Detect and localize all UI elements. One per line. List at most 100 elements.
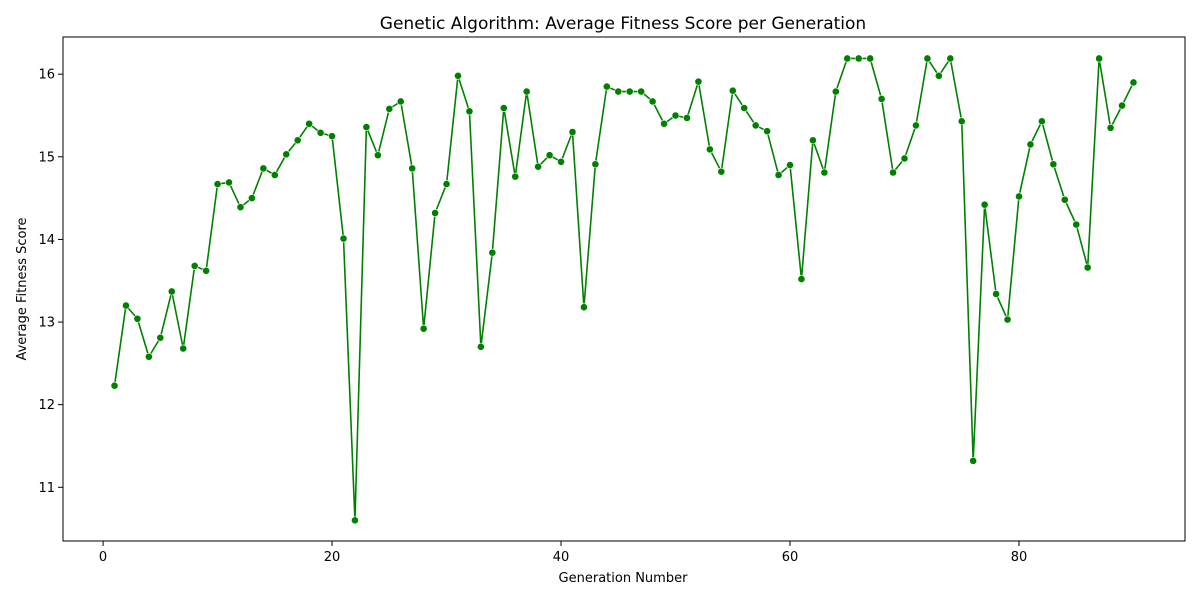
data-point	[190, 261, 199, 270]
data-point	[866, 54, 875, 63]
data-point	[900, 154, 909, 163]
data-point	[797, 275, 806, 283]
data-point	[1037, 117, 1046, 126]
data-point	[774, 171, 783, 179]
plot-frame	[62, 36, 1186, 542]
data-point	[431, 209, 439, 217]
data-point	[877, 95, 886, 103]
x-tick-label: 40	[553, 550, 570, 565]
data-point	[133, 314, 142, 323]
data-point	[580, 303, 588, 312]
data-point	[923, 54, 932, 63]
data-point	[545, 151, 554, 160]
data-point	[912, 121, 920, 130]
data-point	[625, 87, 634, 96]
data-point	[179, 344, 188, 353]
y-tick-label: 12	[38, 398, 55, 413]
data-point	[236, 203, 245, 212]
data-point	[671, 111, 680, 120]
x-tick-label: 80	[1011, 550, 1028, 565]
data-point	[122, 301, 130, 310]
series-line	[113, 57, 1135, 522]
data-point	[499, 104, 508, 112]
data-point	[282, 150, 291, 159]
data-point	[316, 128, 325, 137]
data-point	[259, 164, 268, 173]
data-point	[1003, 315, 1012, 324]
data-point	[305, 119, 314, 128]
data-point	[156, 333, 165, 342]
data-point	[786, 161, 794, 169]
y-tick-label: 14	[38, 233, 55, 248]
data-point	[763, 127, 772, 136]
data-point	[568, 128, 577, 136]
data-point	[1106, 123, 1115, 132]
data-point	[213, 180, 222, 188]
x-axis-label: Generation Number	[559, 571, 689, 586]
data-point	[591, 160, 600, 169]
data-point	[992, 290, 1000, 298]
data-point	[614, 87, 623, 96]
x-tick-label: 0	[99, 550, 107, 565]
data-point	[396, 97, 405, 106]
data-point	[454, 71, 462, 80]
data-point	[705, 145, 714, 154]
data-point	[1026, 140, 1035, 149]
data-point	[488, 248, 497, 257]
data-point	[1083, 263, 1092, 272]
y-axis-label: Average Fitness Score	[15, 217, 30, 360]
data-point	[1129, 78, 1138, 87]
data-point	[934, 71, 943, 80]
data-point	[648, 97, 657, 106]
data-point	[1049, 160, 1058, 169]
data-point	[957, 117, 966, 126]
data-point	[717, 167, 726, 176]
data-point	[889, 168, 897, 177]
data-point	[167, 287, 176, 296]
data-point	[1095, 54, 1104, 63]
data-point	[476, 342, 485, 351]
data-point	[1072, 220, 1081, 229]
y-tick-label: 11	[38, 481, 55, 496]
data-point	[328, 132, 336, 141]
data-point	[270, 171, 279, 179]
data-point	[442, 180, 451, 188]
data-point	[637, 87, 646, 96]
data-point	[1060, 195, 1069, 204]
data-point	[694, 77, 703, 86]
data-point	[110, 381, 119, 390]
data-point	[831, 87, 840, 96]
data-point	[385, 104, 394, 113]
data-point	[362, 123, 371, 131]
data-point	[373, 151, 382, 160]
data-point	[660, 119, 668, 128]
data-point	[820, 168, 829, 177]
y-tick-label: 15	[38, 150, 55, 165]
data-point	[465, 107, 474, 116]
data-point	[809, 136, 817, 145]
data-point	[557, 157, 565, 166]
data-point	[248, 194, 256, 203]
data-point	[980, 200, 989, 209]
x-tick-label: 20	[324, 550, 341, 565]
data-point	[602, 82, 611, 91]
x-tick-label: 60	[782, 550, 799, 565]
data-point	[969, 456, 978, 465]
data-point	[511, 172, 520, 181]
data-point	[946, 54, 955, 63]
data-point	[293, 136, 302, 145]
data-point	[522, 87, 531, 96]
data-point	[408, 164, 417, 173]
data-point	[534, 162, 543, 171]
y-tick-label: 13	[38, 316, 55, 331]
data-point	[202, 266, 211, 275]
data-point	[1118, 101, 1126, 110]
data-point	[225, 178, 233, 187]
data-point	[419, 324, 428, 333]
data-point	[740, 104, 749, 112]
data-point	[144, 352, 153, 361]
data-point	[683, 114, 691, 122]
data-point	[843, 54, 852, 63]
data-point	[1015, 192, 1023, 201]
